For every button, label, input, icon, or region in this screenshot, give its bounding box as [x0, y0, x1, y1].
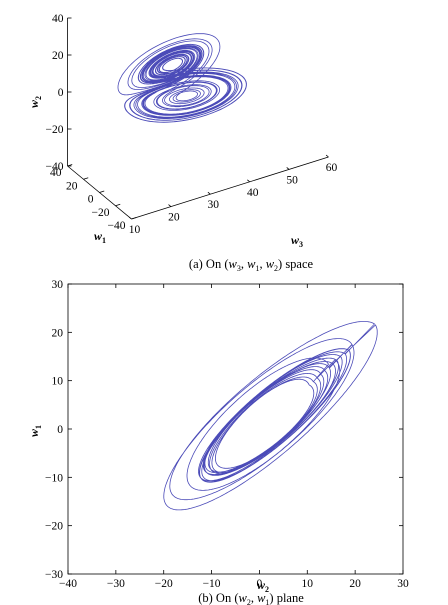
plot-b-xlabel: w2	[257, 578, 269, 594]
plot-a-w1-tick-label: −40	[108, 220, 126, 232]
plot-a-w2-tick-label: 0	[58, 87, 64, 99]
plot-a-w3-tick	[247, 179, 250, 183]
plot-a-w3-tick-label: 40	[247, 187, 259, 199]
plot-b-ytick-label: −20	[45, 521, 63, 533]
plot-a-w1-tick	[115, 203, 121, 207]
plot-b-ytick-label: 0	[57, 424, 63, 436]
plot-b-axes-box	[67, 283, 404, 575]
plot-b-ytick-label: 30	[52, 279, 64, 291]
plot-b-ylabel: w1	[27, 425, 43, 437]
plot-a-axes-frame	[67, 17, 329, 220]
plot-a-w2-tick-label: 40	[52, 13, 64, 25]
plot-a-w3-tick	[168, 204, 172, 207]
plot-a-w3-tick	[207, 191, 211, 195]
plot-a-w3-tick	[325, 154, 329, 158]
plot-b-xtick-label: −20	[155, 578, 173, 590]
plot-a-w3-axis	[131, 156, 329, 220]
plot-a-w3-tick-label: 60	[326, 162, 338, 174]
plot-b-xtick-label: 10	[302, 578, 314, 590]
plot-b-xtick-label: −10	[203, 578, 221, 590]
plot-b-xtick-label: 0	[257, 578, 263, 590]
plot-a-trajectory	[117, 33, 247, 123]
plot-a-w1-tick-label: −20	[92, 207, 110, 219]
plot-a-w3-tick	[286, 167, 290, 170]
plot-a-w1-tick	[131, 217, 137, 220]
plot-b-ytick-label: −30	[45, 569, 63, 581]
plot-b-ytick-label: −10	[45, 472, 63, 484]
plot-a-w1-label: w1	[94, 229, 106, 245]
plot-a-w3-tick	[128, 216, 132, 220]
plot-a-w1-tick-label: 20	[66, 180, 78, 192]
plot-b-caption: (b) On (w2, w1) plane	[198, 591, 304, 605]
plot-b-xtick-label: 20	[349, 578, 361, 590]
plot-b-xtick-label: −30	[107, 578, 125, 590]
plot-a-w2-tick-label: −40	[46, 161, 64, 173]
plot-b-trajectory	[163, 321, 378, 511]
plot-a-w2-tick-label: 20	[52, 50, 64, 62]
plot-a-w3-tick-label: 30	[208, 199, 220, 211]
plot-a-w1-tick	[99, 190, 105, 193]
plot-a-w3-tick-label: 50	[286, 174, 298, 186]
plot-a-w2-label: w2	[27, 96, 43, 108]
plot-a-w3-tick-label: 10	[129, 224, 141, 236]
plot-a-w1-tick-label: 40	[50, 167, 62, 179]
plot-a-w3-tick-label: 20	[168, 212, 180, 224]
plot-a-w3-label: w3	[291, 233, 303, 249]
plot-b-ytick-label: 10	[52, 376, 64, 388]
plot-a-w1-tick	[83, 177, 89, 180]
plot-b-xtick-label: −40	[59, 578, 77, 590]
plot-a-w2-tick-label: −20	[46, 124, 64, 136]
plot-a-caption: (a) On (w3, w1, w2) space	[189, 257, 314, 273]
plot-b-xtick-label: 30	[397, 578, 409, 590]
plot-b-ytick-label: 20	[52, 327, 64, 339]
plot-a-w1-tick-label: 0	[88, 194, 94, 206]
